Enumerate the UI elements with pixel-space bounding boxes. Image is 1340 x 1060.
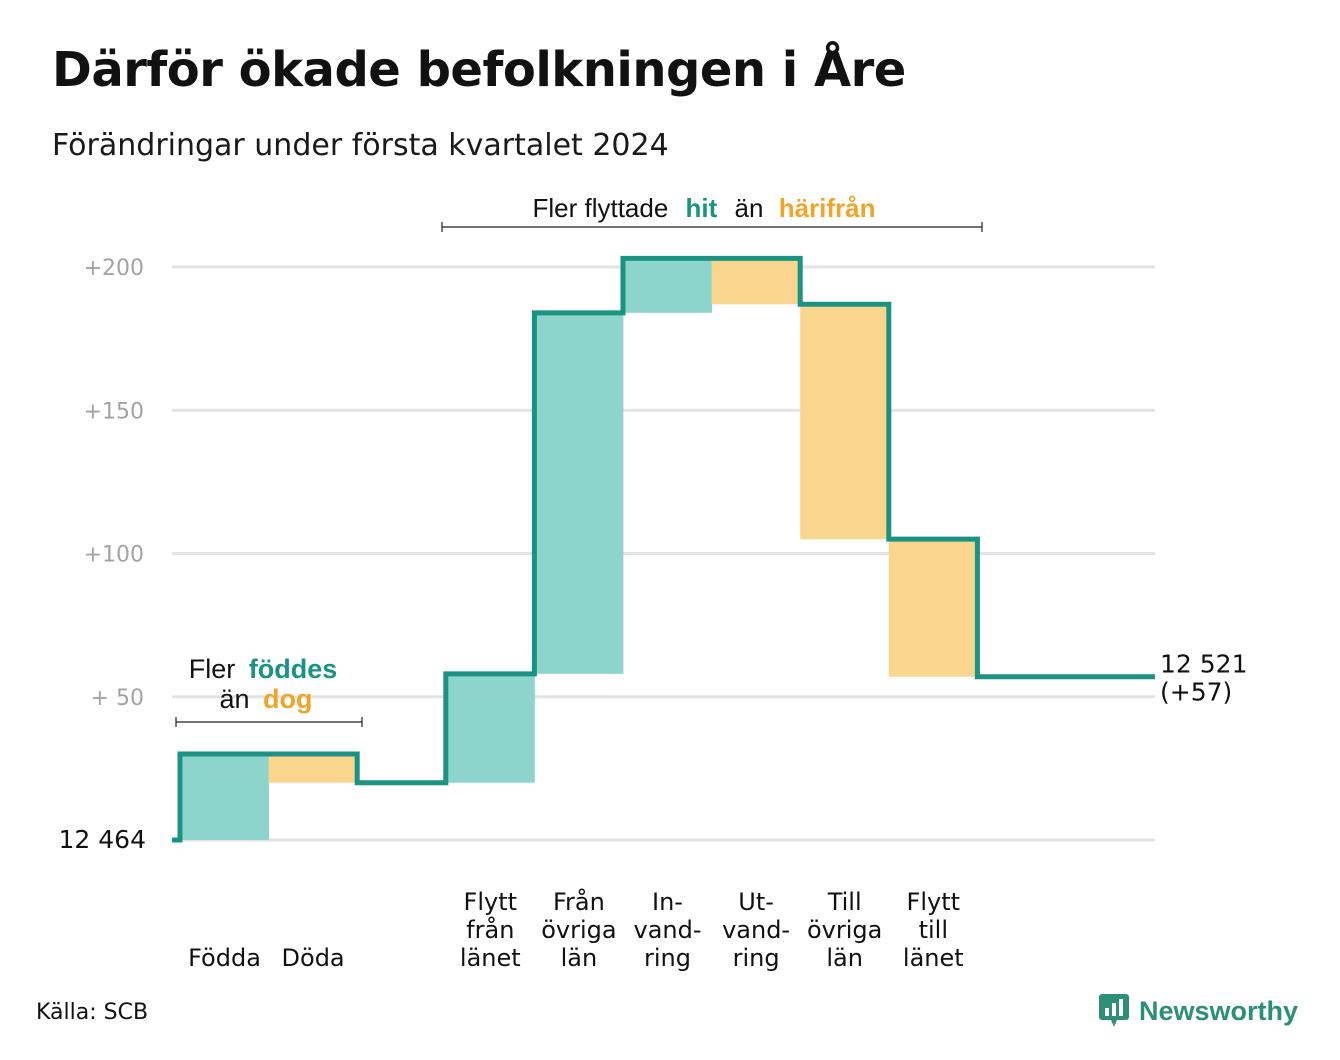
category-label: Flytt till länet — [903, 888, 964, 972]
running-total — [172, 255, 1155, 843]
running-total-line — [172, 255, 1155, 843]
end-value-label-line: 12 521 — [1160, 650, 1247, 679]
end-value-label-line: (+57) — [1160, 678, 1232, 707]
deaths-annotation-highlight: dog — [263, 684, 312, 714]
category-label-line: Flytt — [464, 888, 518, 916]
category-label-line: till — [919, 916, 948, 944]
brand-name: Newsworthy — [1138, 995, 1298, 1026]
end-value-label: 12 521 (+57) — [1160, 650, 1247, 707]
y-tick-label: +200 — [84, 256, 144, 281]
bar-decrease — [800, 304, 890, 540]
births-annotation-line1: Fler föddes — [189, 654, 338, 684]
source-note: Källa: SCB — [36, 1000, 149, 1025]
category-label-line: Flytt — [907, 888, 961, 916]
bar-increase — [534, 312, 624, 674]
category-label-line: vand- — [633, 916, 701, 944]
bar-decrease — [888, 539, 978, 677]
migration-annotation-harifran: härifrån — [779, 193, 876, 223]
deaths-annotation-prefix: än — [219, 684, 249, 714]
newsworthy-logo-icon — [1098, 994, 1129, 1027]
start-value-label: 12 464 — [59, 825, 146, 854]
births-annotation-line2: än dog — [219, 684, 312, 714]
category-label: Döda — [282, 944, 345, 972]
category-label-line: länet — [460, 944, 521, 972]
bar-increase — [180, 754, 269, 840]
y-tick-label: +100 — [84, 543, 144, 568]
bars — [180, 258, 978, 840]
migration-annotation-hit: hit — [686, 193, 718, 223]
chart-subtitle: Förändringar under första kvartalet 2024 — [52, 128, 669, 163]
category-label-line: Födda — [188, 944, 261, 972]
y-tick-label: + 50 — [91, 686, 144, 711]
category-label: Från övriga län — [541, 887, 616, 972]
category-label-line: ring — [644, 944, 691, 972]
category-label-line: från — [466, 915, 514, 944]
migration-annotation: Fler flyttade hit än härifrån — [532, 193, 875, 223]
category-label-line: Ut- — [738, 888, 774, 916]
category-label: In-vand-ring — [633, 888, 701, 972]
annotations: Fler föddes än dog Fler flyttade hit än … — [175, 193, 983, 727]
category-label-line: län — [826, 944, 863, 972]
category-label: Födda — [188, 944, 261, 972]
births-annotation-prefix: Fler — [189, 654, 236, 684]
chart-title: Därför ökade befolkningen i Åre — [52, 42, 906, 98]
bar-increase — [445, 673, 535, 783]
category-label-line: Från — [553, 887, 605, 916]
category-label: Ut-vand-ring — [722, 888, 790, 972]
category-label: Till övriga län — [807, 888, 882, 972]
bar-increase — [623, 258, 712, 313]
category-label-line: Döda — [282, 944, 345, 972]
y-axis-ticks: +200 +150 +100 + 50 12 464 — [59, 256, 146, 854]
category-label-line: län — [561, 944, 598, 972]
category-label-line: övriga — [807, 916, 882, 944]
category-label-line: vand- — [722, 916, 790, 944]
bar-decrease — [711, 258, 801, 305]
category-label-line: övriga — [541, 916, 616, 944]
brand-logo: Newsworthy — [1098, 994, 1298, 1028]
gridlines — [172, 265, 1155, 842]
migration-annotation-middle: än — [735, 193, 764, 223]
births-annotation-highlight: föddes — [249, 654, 338, 684]
category-label-line: ring — [733, 944, 780, 972]
category-label-line: Till — [827, 888, 862, 916]
bar-decrease — [268, 754, 358, 783]
end-labels: 12 521 (+57) — [1160, 650, 1247, 707]
y-tick-label: +150 — [84, 399, 144, 424]
category-label-line: länet — [903, 944, 964, 972]
category-label-line: In- — [652, 888, 683, 916]
category-label: Flytt från länet — [460, 888, 521, 972]
migration-annotation-prefix: Fler flyttade — [532, 193, 668, 223]
